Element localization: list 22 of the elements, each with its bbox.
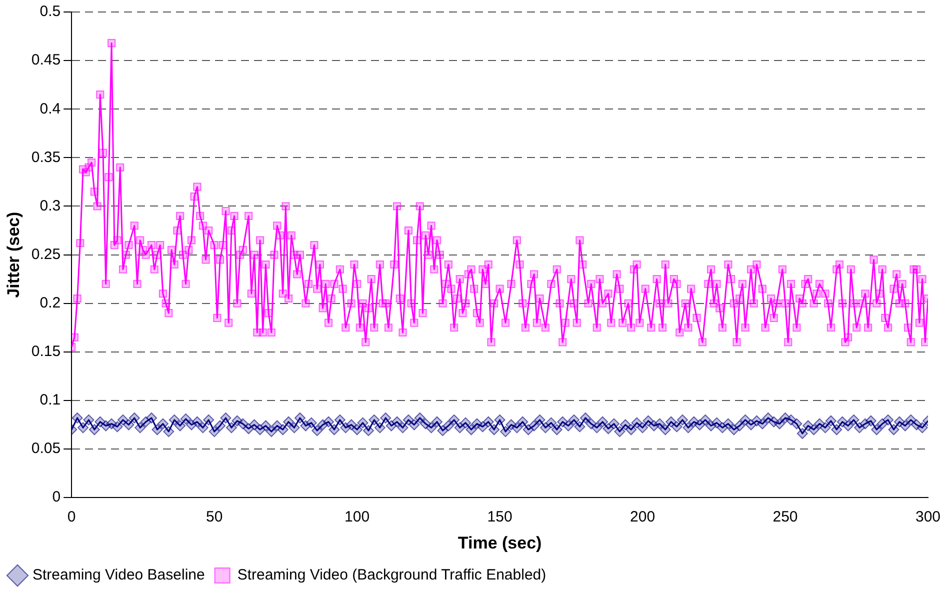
x-tick-label: 250 [772, 508, 798, 526]
y-tick-label: 0.4 [40, 100, 61, 118]
x-tick-label: 300 [915, 508, 941, 526]
y-axis-title: Jitter (sec) [4, 212, 23, 298]
x-tick-label: 50 [206, 508, 223, 526]
y-tick-label: 0.45 [31, 52, 61, 69]
y-tick-label: 0.1 [40, 392, 61, 409]
x-axis-title: Time (sec) [458, 533, 542, 552]
y-tick-label: 0.25 [31, 246, 61, 263]
x-tick-label: 150 [487, 508, 512, 526]
x-tick-label: 200 [630, 508, 656, 526]
y-tick-label: 0.3 [40, 197, 61, 214]
y-tick-label: 0.2 [40, 294, 61, 312]
x-tick-label: 0 [67, 508, 76, 526]
x-tick-label: 100 [344, 508, 370, 526]
legend-label: Streaming Video (Background Traffic Enabled) [237, 566, 546, 584]
y-tick-label: 0.35 [31, 148, 61, 166]
y-tick-label: 0.15 [31, 343, 61, 360]
y-tick-label: 0.05 [31, 440, 61, 458]
y-tick-label: 0.5 [40, 3, 61, 20]
y-tick-label: 0 [52, 488, 61, 506]
legend-label: Streaming Video Baseline [32, 566, 205, 584]
